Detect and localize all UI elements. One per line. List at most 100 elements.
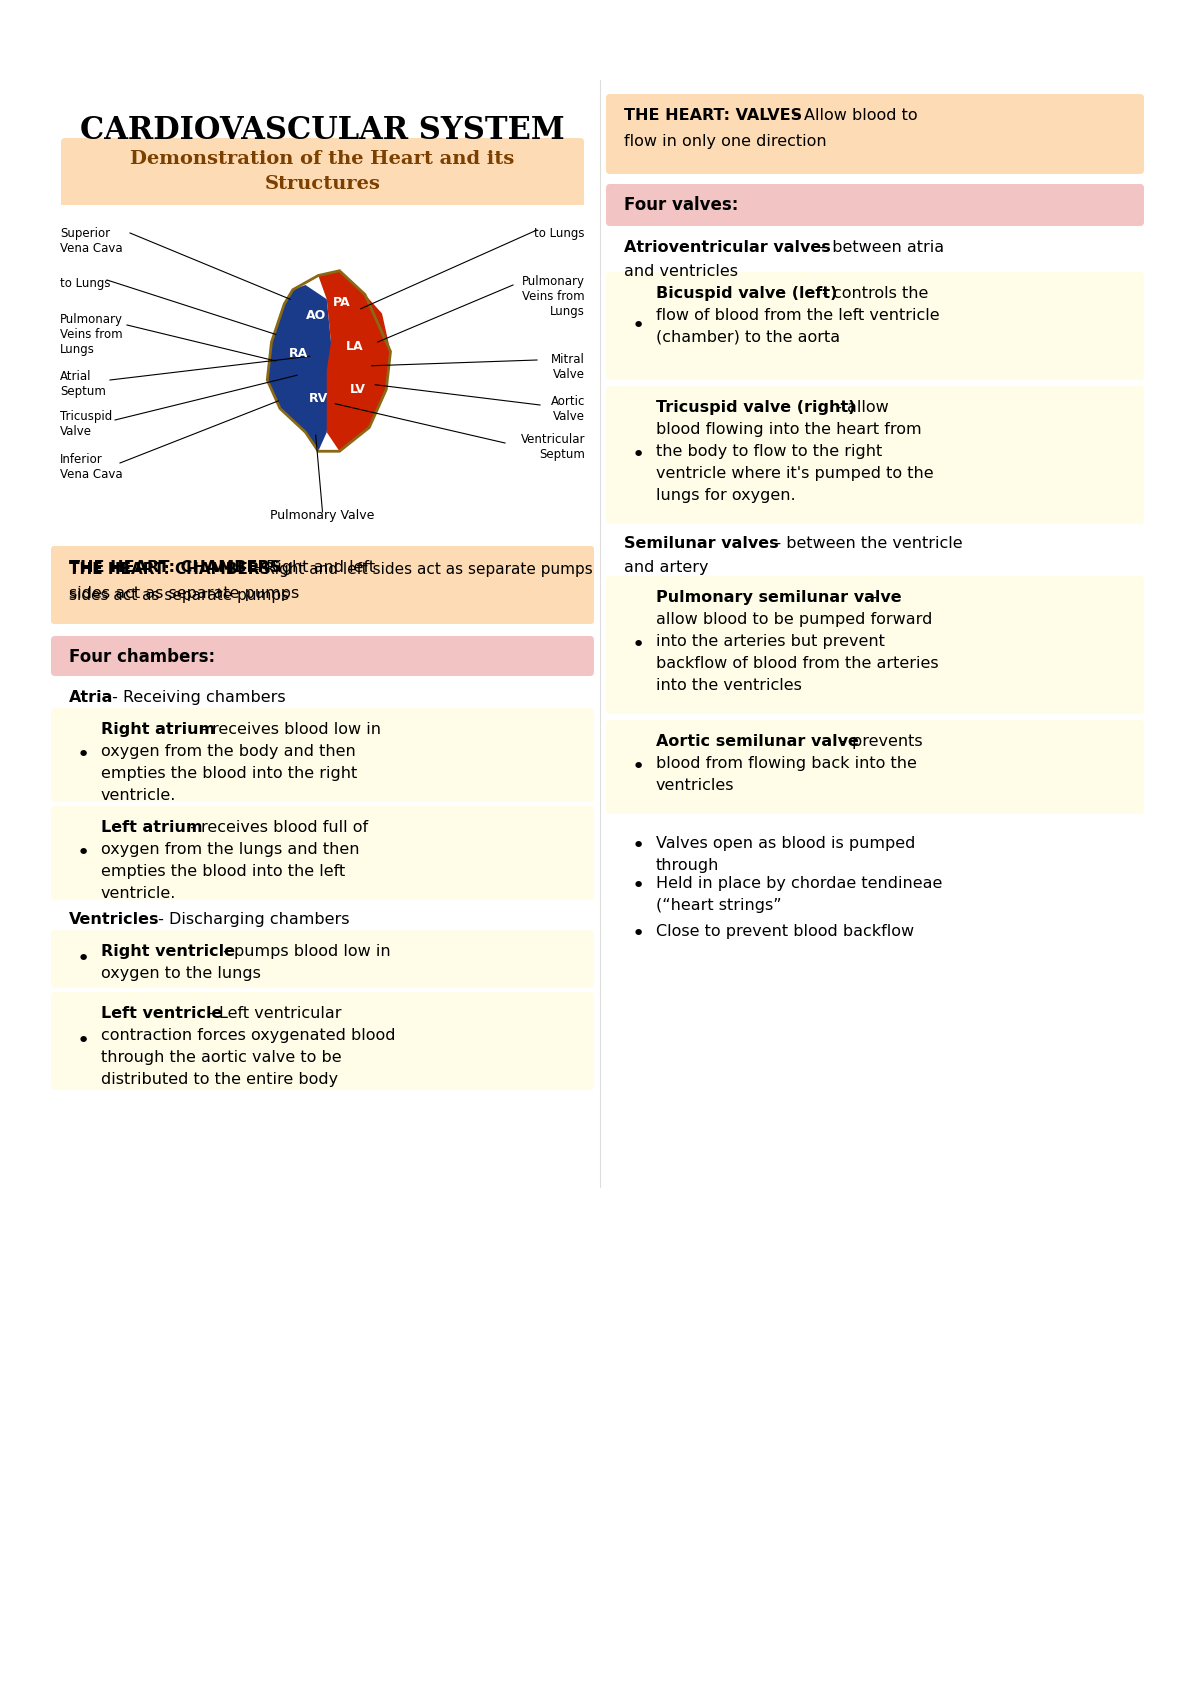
Text: •: •	[631, 924, 644, 944]
Text: - pumps blood low in: - pumps blood low in	[218, 944, 391, 959]
Text: through the aortic valve to be: through the aortic valve to be	[101, 1049, 342, 1064]
Text: into the ventricles: into the ventricles	[656, 678, 802, 693]
Text: Atrioventricular valves: Atrioventricular valves	[624, 241, 830, 254]
Text: sides act as separate pumps: sides act as separate pumps	[70, 586, 299, 602]
Text: •: •	[77, 842, 90, 863]
Text: THE HEART: VALVES: THE HEART: VALVES	[624, 108, 802, 124]
Text: RV: RV	[308, 393, 328, 405]
Text: THE HEART: CHAMBERS: THE HEART: CHAMBERS	[70, 563, 270, 576]
Bar	[55, 205, 590, 531]
Text: Held in place by chordae tendineae: Held in place by chordae tendineae	[656, 876, 942, 892]
Text: Bicuspid valve (left): Bicuspid valve (left)	[656, 286, 838, 302]
Text: - controls the: - controls the	[817, 286, 929, 302]
Text: Semilunar valves: Semilunar valves	[624, 536, 779, 551]
Text: THE HEART: CHAMBERS: THE HEART: CHAMBERS	[70, 559, 281, 575]
Text: lungs for oxygen.: lungs for oxygen.	[656, 488, 796, 503]
FancyBboxPatch shape	[50, 992, 594, 1090]
Text: Ventricular
Septum: Ventricular Septum	[521, 432, 586, 461]
Text: to Lungs: to Lungs	[534, 227, 586, 241]
FancyBboxPatch shape	[606, 271, 1144, 380]
Text: - receives blood low in: - receives blood low in	[196, 722, 382, 737]
Text: Demonstration of the Heart and its: Demonstration of the Heart and its	[131, 149, 515, 168]
Text: Mitral
Valve: Mitral Valve	[551, 353, 586, 381]
Text: Right atrium: Right atrium	[101, 722, 215, 737]
FancyBboxPatch shape	[61, 137, 584, 208]
Text: – between atria: – between atria	[814, 241, 944, 254]
FancyBboxPatch shape	[606, 386, 1144, 524]
Text: PA: PA	[332, 295, 350, 308]
Text: Four chambers:: Four chambers:	[70, 647, 215, 666]
FancyBboxPatch shape	[50, 709, 594, 802]
Text: Structures: Structures	[264, 175, 380, 193]
Text: - Receiving chambers: - Receiving chambers	[107, 690, 286, 705]
Text: •: •	[631, 836, 644, 856]
Text: to Lungs: to Lungs	[60, 276, 110, 290]
Text: Left ventricle: Left ventricle	[101, 1007, 222, 1020]
Text: flow of blood from the left ventricle: flow of blood from the left ventricle	[656, 308, 940, 324]
Text: Pulmonary
Veins from
Lungs: Pulmonary Veins from Lungs	[60, 314, 124, 356]
Text: - prevents: - prevents	[836, 734, 923, 749]
FancyBboxPatch shape	[50, 636, 594, 676]
Text: allow blood to be pumped forward: allow blood to be pumped forward	[656, 612, 932, 627]
Text: Inferior
Vena Cava: Inferior Vena Cava	[60, 453, 122, 481]
Text: Superior
Vena Cava: Superior Vena Cava	[60, 227, 122, 254]
Text: AO: AO	[306, 308, 326, 322]
Polygon shape	[318, 271, 390, 451]
Text: - Allow blood to: - Allow blood to	[788, 108, 918, 124]
Text: (chamber) to the aorta: (chamber) to the aorta	[656, 331, 840, 346]
FancyBboxPatch shape	[606, 720, 1144, 814]
Text: - Right and left: - Right and left	[245, 559, 376, 575]
FancyBboxPatch shape	[606, 576, 1144, 714]
Text: - allow: - allow	[830, 400, 889, 415]
Text: ventricle where it's pumped to the: ventricle where it's pumped to the	[656, 466, 934, 481]
Text: Atria: Atria	[70, 690, 113, 705]
Text: ventricles: ventricles	[656, 778, 734, 793]
FancyBboxPatch shape	[50, 546, 594, 624]
Text: CARDIOVASCULAR SYSTEM: CARDIOVASCULAR SYSTEM	[80, 115, 565, 146]
Text: •: •	[77, 1031, 90, 1051]
Text: ventricle.: ventricle.	[101, 788, 176, 803]
Text: •: •	[631, 758, 644, 776]
Text: blood flowing into the heart from: blood flowing into the heart from	[656, 422, 922, 437]
Polygon shape	[268, 285, 332, 451]
Text: •: •	[631, 446, 644, 464]
Text: Right ventricle: Right ventricle	[101, 944, 235, 959]
Text: oxygen from the lungs and then: oxygen from the lungs and then	[101, 842, 360, 858]
Text: oxygen to the lungs: oxygen to the lungs	[101, 966, 260, 981]
Text: - Discharging chambers: - Discharging chambers	[154, 912, 349, 927]
Text: – between the ventricle: – between the ventricle	[768, 536, 962, 551]
Text: LV: LV	[350, 383, 366, 397]
Text: into the arteries but prevent: into the arteries but prevent	[656, 634, 884, 649]
Text: Atrial
Septum: Atrial Septum	[60, 370, 106, 398]
Text: contraction forces oxygenated blood: contraction forces oxygenated blood	[101, 1027, 396, 1042]
Text: Close to prevent blood backflow: Close to prevent blood backflow	[656, 924, 914, 939]
FancyBboxPatch shape	[606, 185, 1144, 225]
Text: Ventricles: Ventricles	[70, 912, 160, 927]
Text: and ventricles: and ventricles	[624, 264, 738, 280]
FancyBboxPatch shape	[50, 807, 594, 900]
Text: -: -	[866, 590, 877, 605]
FancyBboxPatch shape	[606, 93, 1144, 175]
Text: empties the blood into the left: empties the blood into the left	[101, 864, 346, 880]
Text: sides act as separate pumps: sides act as separate pumps	[70, 588, 289, 603]
Text: oxygen from the body and then: oxygen from the body and then	[101, 744, 355, 759]
Text: •: •	[631, 315, 644, 336]
Text: •: •	[77, 949, 90, 970]
Text: backflow of blood from the arteries: backflow of blood from the arteries	[656, 656, 938, 671]
Text: Pulmonary
Veins from
Lungs: Pulmonary Veins from Lungs	[522, 275, 586, 319]
Text: RA: RA	[289, 347, 308, 359]
Text: ventricle.: ventricle.	[101, 886, 176, 902]
Text: Left atrium: Left atrium	[101, 820, 203, 836]
FancyBboxPatch shape	[50, 546, 594, 624]
Text: LA: LA	[346, 341, 364, 353]
Text: - Left ventricular: - Left ventricular	[203, 1007, 342, 1020]
Text: flow in only one direction: flow in only one direction	[624, 134, 827, 149]
Text: the body to flow to the right: the body to flow to the right	[656, 444, 882, 459]
Text: Four valves:: Four valves:	[624, 197, 738, 214]
Text: empties the blood into the right: empties the blood into the right	[101, 766, 358, 781]
Text: distributed to the entire body: distributed to the entire body	[101, 1071, 338, 1086]
Text: •: •	[631, 636, 644, 654]
Text: (“heart strings”: (“heart strings”	[656, 898, 781, 914]
Text: and artery: and artery	[624, 559, 708, 575]
Text: •: •	[631, 876, 644, 897]
